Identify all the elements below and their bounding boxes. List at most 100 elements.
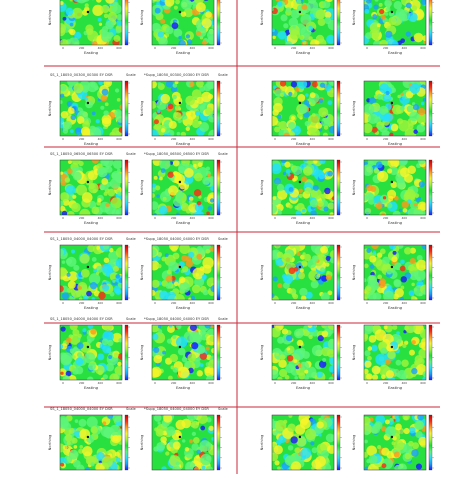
colorbar bbox=[217, 81, 220, 136]
x-tick-label: 400 bbox=[402, 216, 408, 220]
location-marker bbox=[391, 11, 393, 13]
heatmap-cell bbox=[409, 290, 415, 296]
y-axis-label: Northing bbox=[48, 180, 52, 196]
heatmap-cell bbox=[71, 203, 81, 213]
x-tick-label: 400 bbox=[98, 216, 104, 220]
x-tick-label: 600 bbox=[116, 137, 122, 141]
heatmap-cell bbox=[57, 285, 64, 292]
heatmap-cell bbox=[194, 189, 201, 196]
heatmap-cell bbox=[82, 192, 93, 203]
x-axis-label: Easting bbox=[84, 305, 99, 310]
heatmap-cell bbox=[186, 34, 190, 38]
heatmap-cell bbox=[369, 255, 376, 262]
x-tick-label: 0 bbox=[366, 137, 368, 141]
heatmap-cell bbox=[90, 282, 97, 289]
x-tick-label: 600 bbox=[328, 301, 334, 305]
heatmap-cell bbox=[165, 253, 169, 257]
heatmap-cell bbox=[312, 81, 318, 87]
x-axis-label: Easting bbox=[176, 385, 191, 390]
heatmap-cell bbox=[71, 115, 77, 121]
heatmap-cell bbox=[166, 26, 174, 34]
y-axis-label: Northing bbox=[140, 345, 144, 361]
heatmap-cell bbox=[315, 40, 320, 45]
heatmap-cell bbox=[202, 40, 207, 45]
heatmap-cell bbox=[165, 451, 169, 455]
heatmap-cell bbox=[92, 111, 96, 115]
location-marker bbox=[299, 436, 301, 438]
heatmap-cell bbox=[158, 329, 162, 333]
heatmap-cell bbox=[273, 103, 283, 113]
heatmap-cell bbox=[294, 267, 299, 272]
heatmap-cell bbox=[364, 9, 369, 14]
colorbar bbox=[429, 245, 432, 300]
heatmap-cell bbox=[103, 110, 108, 115]
heatmap-cell bbox=[194, 467, 199, 472]
heatmap-cell bbox=[384, 113, 393, 122]
heatmap-cell bbox=[396, 360, 402, 366]
heatmap-cell bbox=[105, 102, 109, 106]
heatmap-cell bbox=[189, 82, 194, 87]
heatmap-cell bbox=[408, 12, 418, 22]
heatmap-cell bbox=[381, 374, 386, 379]
x-tick-label: 600 bbox=[328, 381, 334, 385]
heatmap-cell bbox=[283, 172, 286, 175]
heatmap-cell bbox=[176, 213, 180, 217]
heatmap-cell bbox=[328, 339, 338, 349]
heatmap-cell bbox=[181, 132, 186, 137]
heatmap-cell bbox=[382, 463, 387, 468]
colorbar bbox=[217, 415, 220, 470]
heatmap-cell bbox=[107, 189, 115, 197]
heatmap-cell bbox=[292, 25, 295, 28]
heatmap-cell bbox=[74, 445, 78, 449]
heatmap-cell bbox=[149, 101, 157, 109]
x-tick-label: 400 bbox=[402, 301, 408, 305]
heatmap-cell bbox=[97, 353, 104, 360]
heatmap-cell bbox=[401, 359, 409, 367]
location-marker bbox=[87, 346, 89, 348]
heatmap-cell bbox=[287, 173, 290, 176]
x-tick-label: 0 bbox=[154, 137, 156, 141]
colorbar bbox=[217, 245, 220, 300]
heatmap-cell bbox=[308, 335, 312, 339]
heatmap-cell bbox=[392, 325, 397, 330]
heatmap-cell bbox=[327, 100, 332, 105]
heatmap-cell bbox=[417, 414, 424, 421]
heatmap-cell bbox=[379, 278, 386, 285]
colorbar bbox=[337, 0, 340, 45]
heatmap-cell bbox=[388, 17, 396, 25]
heatmap-cell bbox=[176, 324, 181, 329]
heatmap-cell bbox=[405, 453, 411, 459]
heatmap-cell bbox=[149, 290, 155, 296]
heatmap-cell bbox=[79, 419, 87, 427]
heatmap-cell bbox=[152, 334, 158, 340]
heatmap-cell bbox=[185, 447, 189, 451]
heatmap-field bbox=[152, 410, 218, 474]
heatmap-panel: Northing bbox=[260, 412, 342, 474]
heatmap-cell bbox=[383, 196, 386, 199]
heatmap-cell bbox=[195, 111, 200, 116]
heatmap-cell bbox=[156, 429, 164, 437]
heatmap-cell bbox=[173, 197, 182, 206]
heatmap-cell bbox=[156, 442, 165, 451]
heatmap-cell bbox=[294, 376, 298, 380]
heatmap-cell bbox=[324, 206, 329, 211]
heatmap-cell bbox=[79, 445, 83, 449]
heatmap-cell bbox=[211, 437, 215, 441]
heatmap-cell bbox=[208, 426, 213, 431]
location-marker bbox=[87, 11, 89, 13]
location-marker bbox=[391, 436, 393, 438]
colorbar bbox=[125, 81, 128, 136]
heatmap-cell bbox=[60, 192, 69, 201]
heatmap-cell bbox=[387, 285, 392, 290]
heatmap-cell bbox=[196, 450, 200, 454]
heatmap-cell bbox=[191, 342, 198, 349]
colorbar-title: Scale bbox=[126, 73, 136, 77]
heatmap-cell bbox=[330, 257, 337, 264]
heatmap-cell bbox=[68, 29, 73, 34]
heatmap-cell bbox=[104, 257, 110, 263]
heatmap-cell bbox=[374, 5, 379, 10]
heatmap-cell bbox=[61, 352, 73, 364]
colorbar bbox=[337, 325, 340, 380]
heatmap-cell bbox=[60, 206, 66, 212]
